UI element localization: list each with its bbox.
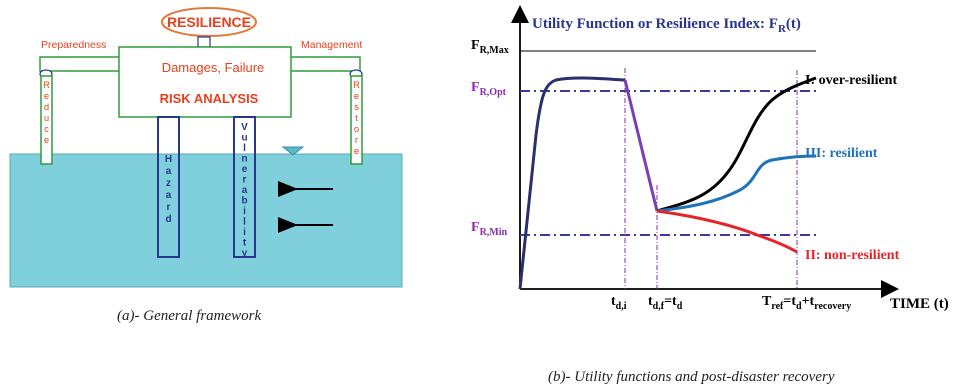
resilient-curve <box>656 154 817 213</box>
t-di-label: td,i <box>611 294 627 312</box>
hazard-pile <box>157 116 180 258</box>
resilience-oval <box>161 7 257 37</box>
water-level-marker <box>281 146 305 156</box>
damages-label: Damages, Failure <box>162 60 265 75</box>
f-opt-label: FR,Opt <box>471 80 507 98</box>
label-resilient: III: resilient <box>805 146 878 161</box>
vulnerability-pile <box>233 116 256 258</box>
non-resilient-curve <box>656 209 798 254</box>
drop-curve <box>623 79 659 212</box>
caption-b: (b)- Utility functions and post-disaster… <box>548 369 835 385</box>
risk-analysis-label: RISK ANALYSIS <box>160 91 259 106</box>
water-area <box>9 153 403 288</box>
right-chart: Utility Function or Resilience Index: FR… <box>471 5 949 385</box>
caption-a: (a)- General framework <box>117 308 261 324</box>
left-arm <box>39 56 121 72</box>
time-axis-label: TIME (t) <box>890 296 949 312</box>
restore-leg <box>350 75 363 165</box>
left-framework: RESILIENCE Preparedness Management Damag… <box>9 7 403 324</box>
over-resilient-curve <box>656 76 817 213</box>
f-min-label: FR,Min <box>471 220 508 238</box>
resilience-label: RESILIENCE <box>167 14 251 30</box>
resilience-connector <box>197 36 211 48</box>
label-non-resilient: II: non-resilient <box>805 248 900 263</box>
f-max-label: FR,Max <box>471 38 509 56</box>
preparedness-label: Preparedness <box>41 39 106 51</box>
management-label: Management <box>301 39 362 51</box>
chart-title: Utility Function or Resilience Index: FR… <box>532 16 801 35</box>
right-arm <box>289 56 361 72</box>
t-ref-label: Tref=td+trecovery <box>762 294 851 312</box>
label-over-resilient: I: over-resilient <box>805 73 897 88</box>
t-df-label: td,f=td <box>648 294 683 312</box>
risk-analysis-box <box>118 46 292 118</box>
pre-disaster-curve <box>518 76 626 290</box>
reduce-leg <box>40 75 53 165</box>
